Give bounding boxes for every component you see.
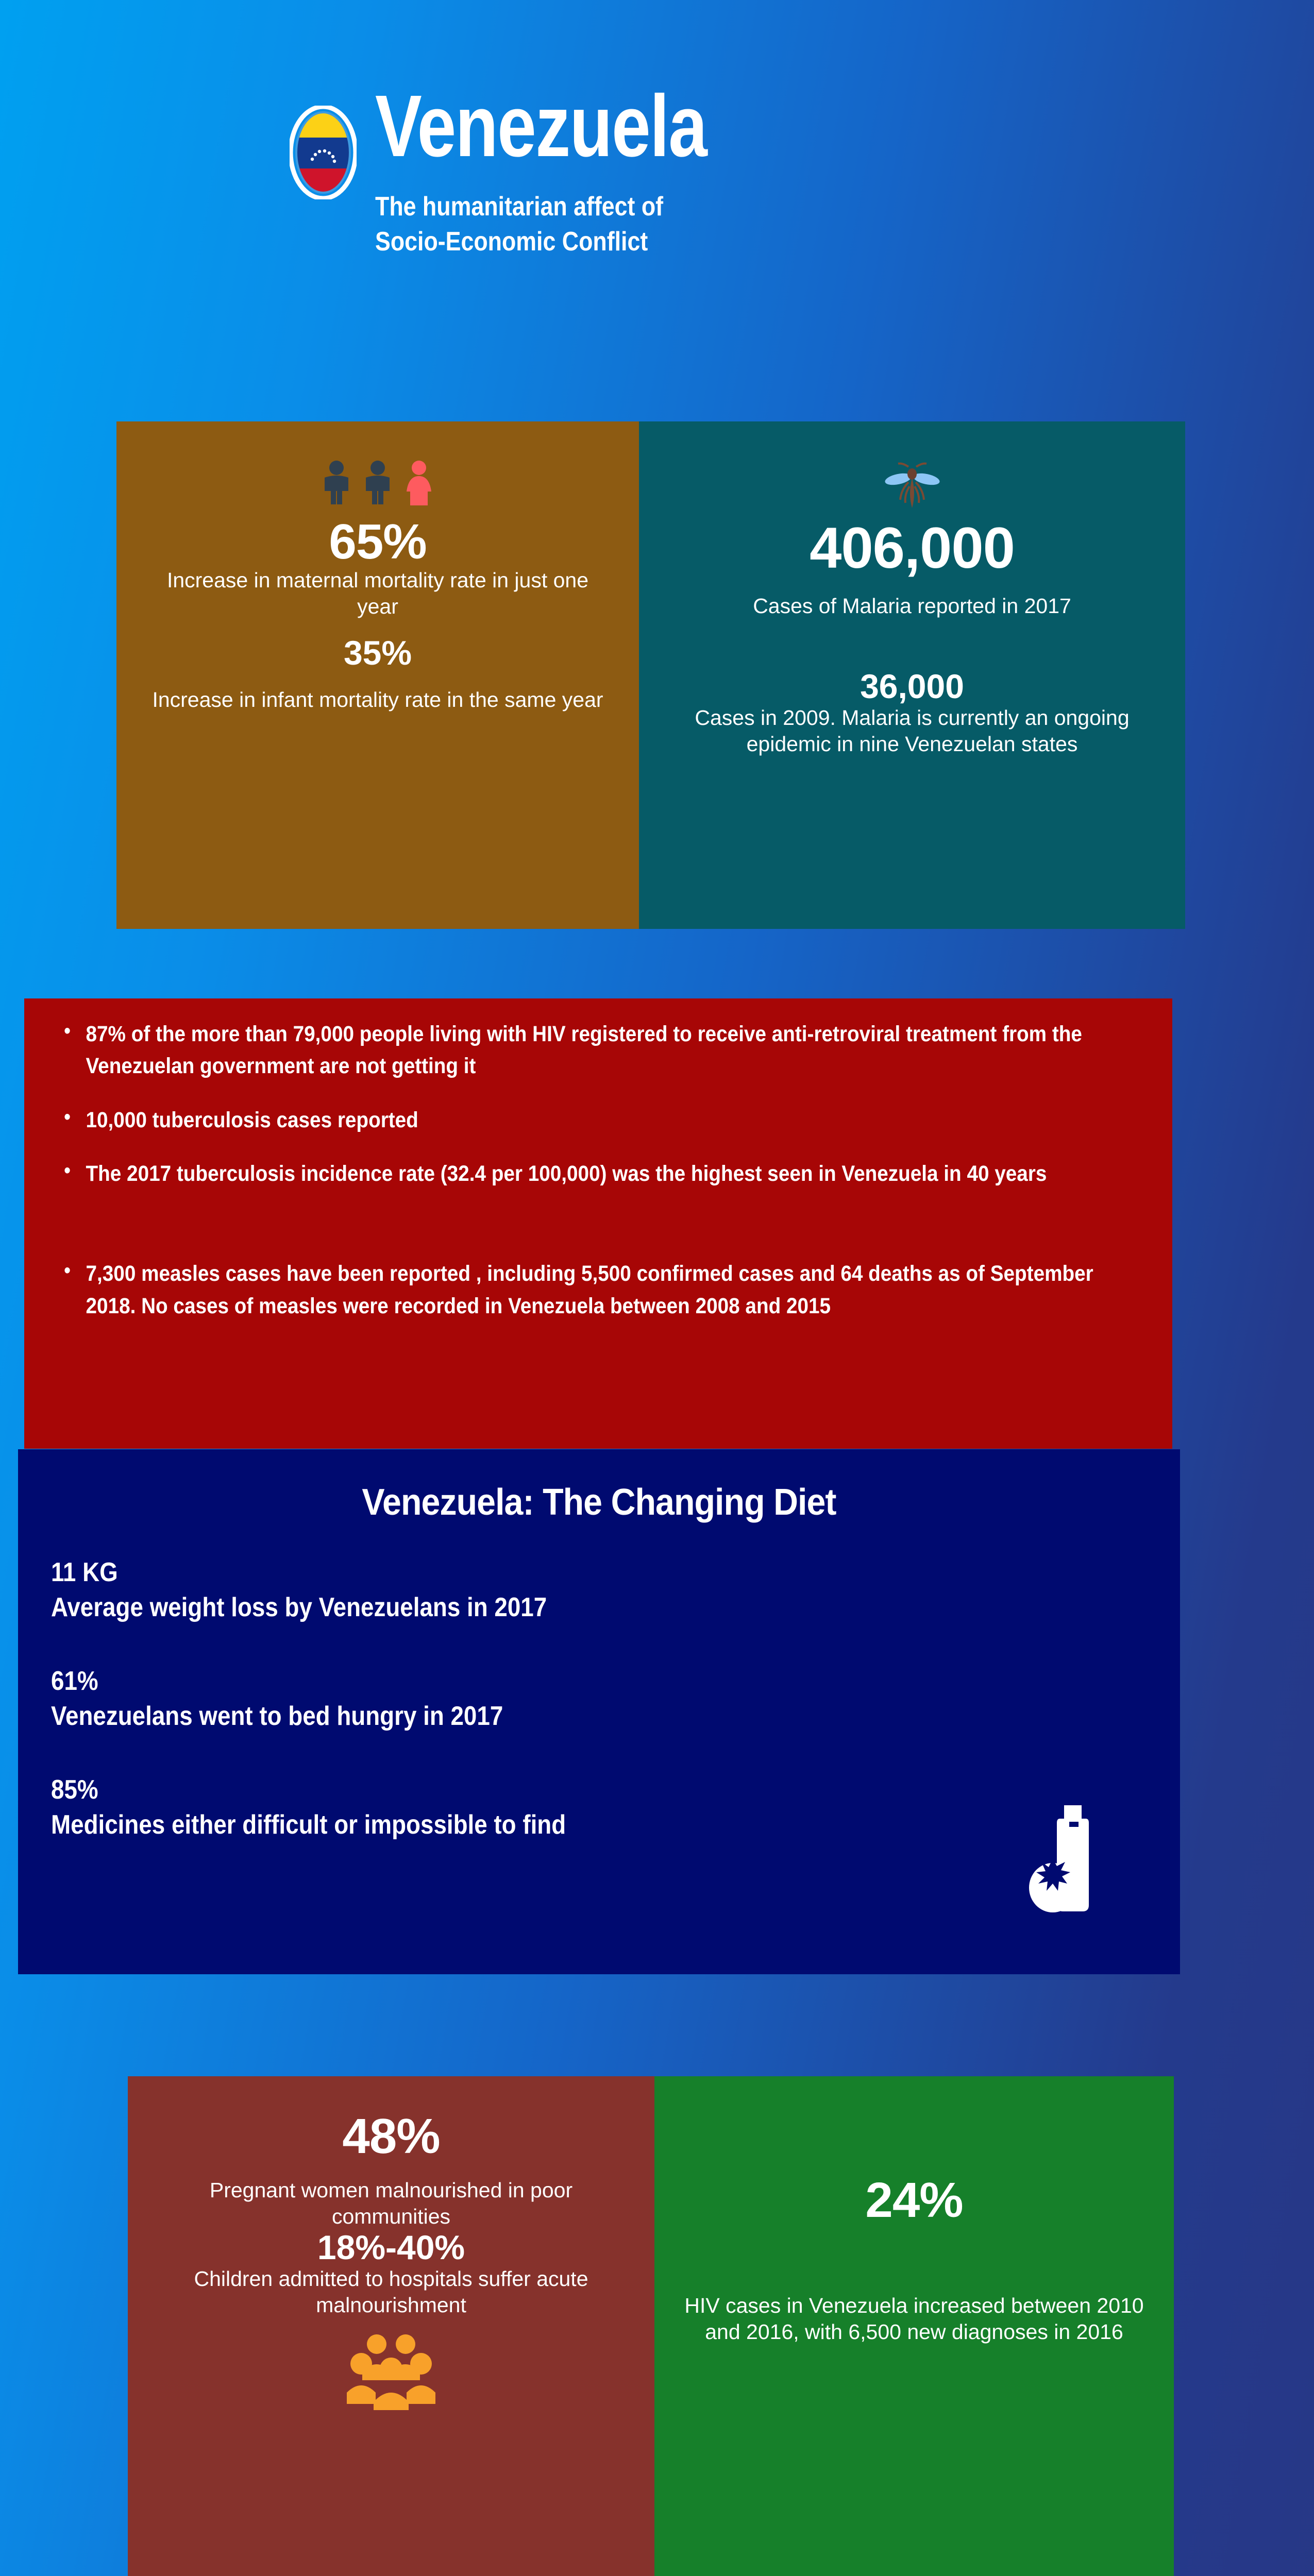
diet-row-medicine: 85% Medicines either difficult or imposs… [51, 1773, 1147, 1842]
diet-desc: Average weight loss by Venezuelans in 20… [51, 1592, 547, 1622]
pregnant-malnourished-value: 48% [342, 2109, 440, 2164]
diet-desc: Venezuelans went to bed hungry in 2017 [51, 1701, 503, 1731]
maternal-mortality-desc: Increase in maternal mortality rate in j… [166, 568, 589, 619]
diet-value: 61% [51, 1666, 98, 1697]
diet-desc: Medicines either difficult or impossible… [51, 1809, 566, 1840]
diet-value: 11 KG [51, 1557, 118, 1587]
malnourishment-hiv-section: 48% Pregnant women malnourished in poor … [128, 2076, 1174, 2576]
malnourishment-card: 48% Pregnant women malnourished in poor … [128, 2076, 654, 2576]
hiv-card: 24% HIV cases in Venezuela increased bet… [654, 2076, 1174, 2576]
venezuela-flag-oval-icon [288, 104, 358, 201]
mosquito-icon [884, 462, 940, 508]
pregnant-malnourished-desc: Pregnant women malnourished in poor comm… [209, 2178, 573, 2229]
diet-row-weightloss: 11 KG Average weight loss by Venezuelans… [51, 1555, 1147, 1625]
malaria-2017-desc: Cases of Malaria reported in 2017 [753, 594, 1071, 618]
diet-section-title: Venezuela: The Changing Diet [362, 1482, 836, 1523]
group-of-people-icon [347, 2334, 435, 2411]
disease-bullet-list: 87% of the more than 79,000 people livin… [60, 1016, 1136, 1322]
page-header: Venezuela The humanitarian affect of Soc… [0, 0, 1314, 260]
disease-bullets-section: 87% of the more than 79,000 people livin… [24, 998, 1172, 1449]
malaria-2009-value: 36,000 [860, 667, 964, 706]
page-subtitle: The humanitarian affect of Socio-Economi… [375, 191, 664, 257]
list-item: 7,300 measles cases have been reported ,… [60, 1256, 1135, 1322]
diet-row-hunger: 61% Venezuelans went to bed hungry in 20… [51, 1664, 1147, 1734]
malaria-2009-desc: Cases in 2009. Malaria is currently an o… [695, 705, 1130, 756]
children-malnourished-value: 18%-40% [317, 2228, 465, 2267]
page-title: Venezuela [375, 77, 707, 175]
list-item: 87% of the more than 79,000 people livin… [60, 1016, 1135, 1082]
mortality-malaria-section: 65% Increase in maternal mortality rate … [116, 421, 1185, 929]
mortality-card: 65% Increase in maternal mortality rate … [116, 421, 639, 929]
maternal-mortality-value: 65% [329, 514, 427, 569]
hiv-increase-value: 24% [865, 2173, 963, 2228]
three-people-icon [147, 460, 608, 505]
list-item: The 2017 tuberculosis incidence rate (32… [60, 1156, 1135, 1190]
infant-mortality-desc: Increase in infant mortality rate in the… [152, 687, 603, 711]
changing-diet-section: Venezuela: The Changing Diet 11 KG Avera… [18, 1449, 1180, 1974]
malaria-card: 406,000 Cases of Malaria reported in 201… [639, 421, 1185, 929]
list-item: 10,000 tuberculosis cases reported [60, 1102, 1135, 1136]
milk-bottle-tomato-icon [1029, 1805, 1089, 1912]
infant-mortality-value: 35% [343, 634, 412, 672]
hiv-increase-desc: HIV cases in Venezuela increased between… [684, 2293, 1144, 2344]
children-malnourished-desc: Children admitted to hospitals suffer ac… [194, 2266, 588, 2317]
malaria-2017-value: 406,000 [810, 516, 1015, 580]
diet-value: 85% [51, 1775, 98, 1805]
